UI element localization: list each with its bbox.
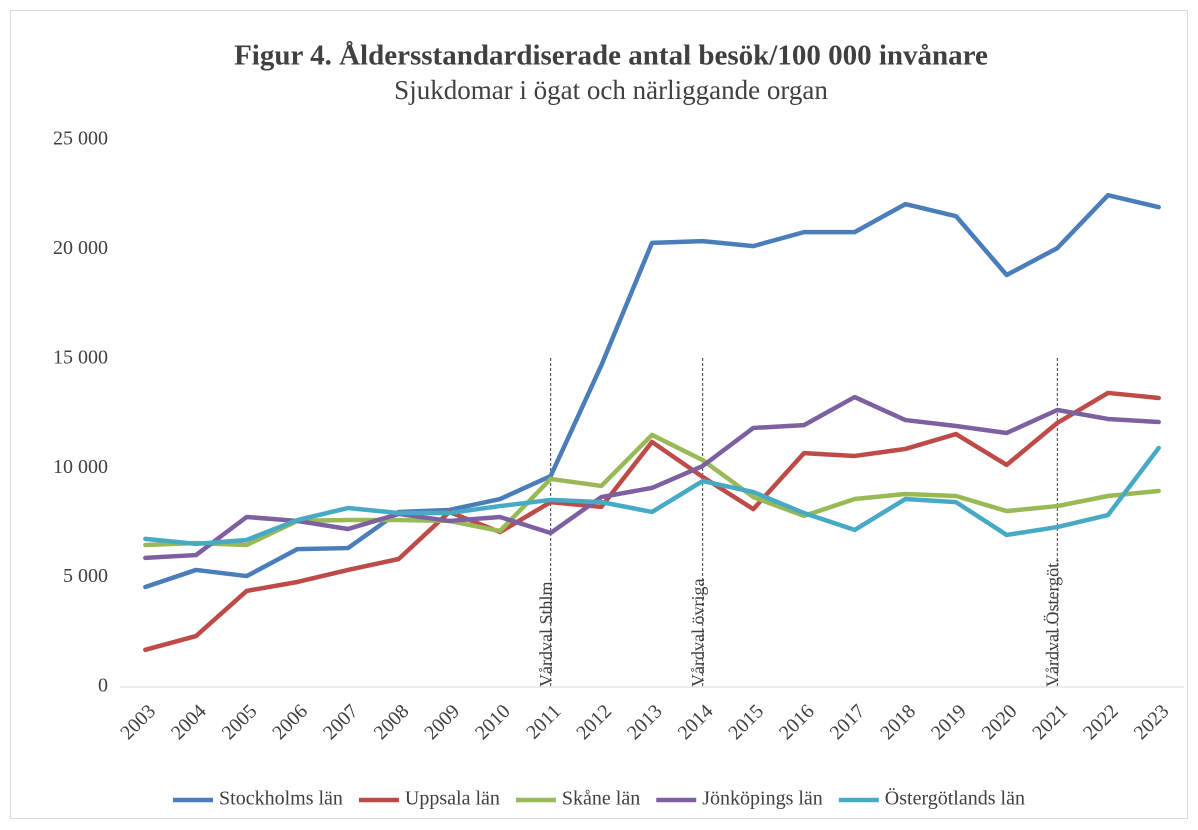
y-tick-label: 15 000 [53,346,108,368]
chart-subtitle: Sjukdomar i ögat och närliggande organ [394,75,828,105]
y-tick-label: 0 [98,675,108,697]
data-line [143,192,1161,590]
legend: Stockholms län Uppsala län Skåne län Jönköp… [173,787,1025,810]
data-line [143,390,1161,653]
y-tick-label: 5 000 [63,565,108,587]
annotation-label: Vårdval Östergöt. [1042,558,1062,687]
y-tick-label: 20 000 [53,237,108,259]
annotation-label: Vårdval Sthlm [536,582,556,688]
legend-label: Uppsala län [405,788,500,810]
chart-border [10,10,1188,819]
y-tick-label: 10 000 [53,456,108,478]
data-line [143,445,1161,547]
legend-label: Stockholms län [219,788,343,810]
y-tick-label: 25 000 [53,128,108,150]
data-line [143,394,1161,561]
legend-label: Skåne län [562,788,640,810]
legend-label: Jönköpings län [702,788,823,810]
legend-label: Östergötlands län [885,787,1025,810]
annotation-label: Vårdval övriga [688,579,708,687]
chart-title: Figur 4. Åldersstandardiserade antal bes… [234,40,988,72]
data-line [143,432,1161,548]
